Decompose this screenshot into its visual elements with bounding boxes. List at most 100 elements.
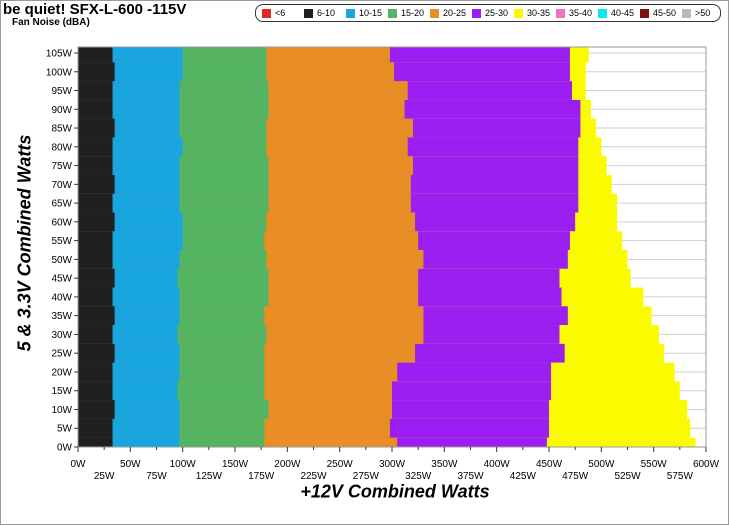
y-tick-label: 35W [51,311,72,322]
y-tick-label: 5W [57,424,73,435]
legend-item: 20-25 [430,8,466,18]
legend-item: >50 [682,8,710,18]
legend-item: 30-35 [514,8,550,18]
heatmap-cell [78,118,115,138]
legend-label: 6-10 [317,8,336,18]
y-tick-label: 65W [51,199,72,210]
legend-swatch [304,8,313,18]
y-tick-label: 25W [51,349,72,360]
heatmap-cell [78,81,113,100]
x-tick-label: 275W [353,471,380,482]
heatmap-cell [78,47,113,63]
x-tick-label: 150W [222,459,249,470]
y-tick-label: 40W [51,292,72,303]
x-tick-label: 525W [614,471,641,482]
x-tick-label: 325W [405,471,432,482]
y-tick-label: 15W [51,386,72,397]
x-tick-label: 100W [170,459,197,470]
x-tick-label: 425W [510,471,537,482]
legend-label: 30-35 [527,8,551,18]
legend-label: <6 [275,8,286,18]
legend-swatch [430,8,439,18]
x-tick-label: 375W [457,471,484,482]
x-tick-label: 500W [588,459,615,470]
y-tick-label: 75W [51,161,72,172]
heatmap-cell [78,287,113,307]
y-tick-label: 80W [51,142,72,153]
heatmap-cell [78,193,113,213]
legend-swatch [556,8,565,18]
y-tick-label: 85W [51,124,72,135]
heatmap-cell [78,437,113,447]
x-tick-label: 575W [667,471,694,482]
legend-item: 35-40 [556,8,592,18]
legend-label: 25-30 [485,8,509,18]
legend-label: 20-25 [443,8,467,18]
heatmap-cell [78,400,115,419]
y-tick-label: 90W [51,105,72,116]
chart-subtitle: Fan Noise (dBA) [12,17,90,28]
y-tick-label: 105W [46,49,73,60]
x-tick-label: 350W [431,459,458,470]
heatmap-cell [78,325,113,344]
y-tick-label: 100W [46,67,73,78]
heatmap-cell [78,343,115,363]
x-tick-label: 450W [536,459,563,470]
heatmap-cell [78,381,113,401]
heatmap-cell [78,306,115,326]
heatmap-cell [78,231,113,250]
legend-item: 15-20 [388,8,424,18]
x-tick-label: 75W [146,471,167,482]
legend-swatch [262,8,271,18]
y-tick-label: 95W [51,86,72,97]
legend-label: 35-40 [569,8,593,18]
heatmap-cell [78,212,115,232]
x-tick-label: 200W [274,459,301,470]
y-tick-label: 50W [51,255,72,266]
y-tick-label: 55W [51,236,72,247]
heatmap-cell [78,362,113,382]
legend-item: 6-10 [304,8,335,18]
heatmap-cell [78,437,180,447]
legend-swatch [640,8,649,18]
y-tick-label: 45W [51,274,72,285]
legend-swatch [682,8,691,18]
legend-swatch [514,8,523,18]
y-tick-label: 20W [51,367,72,378]
legend: <6 6-10 10-15 15-20 20-25 25-30 30-35 35-40 40-4… [255,4,721,22]
x-tick-label: 300W [379,459,406,470]
heatmap-cell [78,99,113,119]
x-tick-label: 475W [562,471,589,482]
legend-label: 40-45 [611,8,635,18]
y-tick-label: 0W [57,443,73,454]
legend-item: 45-50 [640,8,676,18]
legend-item: 40-45 [598,8,634,18]
heatmap-cell [78,137,113,157]
x-tick-label: 225W [300,471,327,482]
x-tick-label: 25W [94,471,115,482]
x-tick-label: 550W [641,459,668,470]
y-tick-label: 70W [51,180,72,191]
legend-item: 25-30 [472,8,508,18]
y-tick-label: 10W [51,405,72,416]
chart-title: be quiet! SFX-L-600 -115V [3,1,187,18]
heatmap-cell [78,250,113,269]
legend-swatch [346,8,355,18]
legend-item: <6 [262,8,285,18]
x-tick-label: 175W [248,471,275,482]
legend-label: >50 [695,8,711,18]
legend-label: 10-15 [359,8,383,18]
y-tick-label: 30W [51,330,72,341]
x-tick-label: 400W [484,459,511,470]
legend-swatch [388,8,397,18]
legend-swatch [598,8,607,18]
x-tick-label: 250W [327,459,354,470]
heatmap-cell [78,268,115,288]
heatmap-cell [78,174,115,194]
heatmap-cell [78,156,113,175]
legend-swatch [472,8,481,18]
x-tick-label: 125W [196,471,223,482]
x-axis-label: +12V Combined Watts [300,481,490,502]
x-tick-label: 0W [71,459,87,470]
